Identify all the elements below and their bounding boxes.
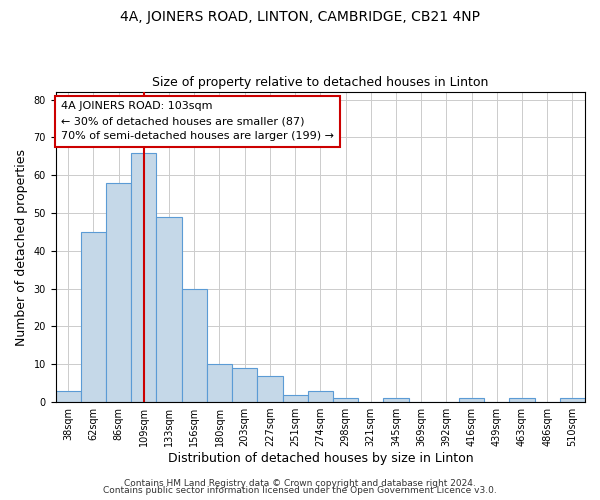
Text: Contains public sector information licensed under the Open Government Licence v3: Contains public sector information licen…	[103, 486, 497, 495]
Bar	[131, 152, 157, 402]
Bar	[459, 398, 484, 402]
Bar	[257, 376, 283, 402]
Y-axis label: Number of detached properties: Number of detached properties	[15, 148, 28, 346]
X-axis label: Distribution of detached houses by size in Linton: Distribution of detached houses by size …	[167, 452, 473, 465]
Title: Size of property relative to detached houses in Linton: Size of property relative to detached ho…	[152, 76, 488, 90]
Text: Contains HM Land Registry data © Crown copyright and database right 2024.: Contains HM Land Registry data © Crown c…	[124, 478, 476, 488]
Bar	[56, 390, 81, 402]
Bar	[560, 398, 585, 402]
Bar	[283, 394, 308, 402]
Bar	[308, 390, 333, 402]
Bar	[207, 364, 232, 402]
Bar	[333, 398, 358, 402]
Bar	[81, 232, 106, 402]
Text: 4A, JOINERS ROAD, LINTON, CAMBRIDGE, CB21 4NP: 4A, JOINERS ROAD, LINTON, CAMBRIDGE, CB2…	[120, 10, 480, 24]
Bar	[232, 368, 257, 402]
Text: 4A JOINERS ROAD: 103sqm
← 30% of detached houses are smaller (87)
70% of semi-de: 4A JOINERS ROAD: 103sqm ← 30% of detache…	[61, 102, 334, 141]
Bar	[509, 398, 535, 402]
Bar	[182, 288, 207, 402]
Bar	[383, 398, 409, 402]
Bar	[106, 183, 131, 402]
Bar	[157, 217, 182, 402]
